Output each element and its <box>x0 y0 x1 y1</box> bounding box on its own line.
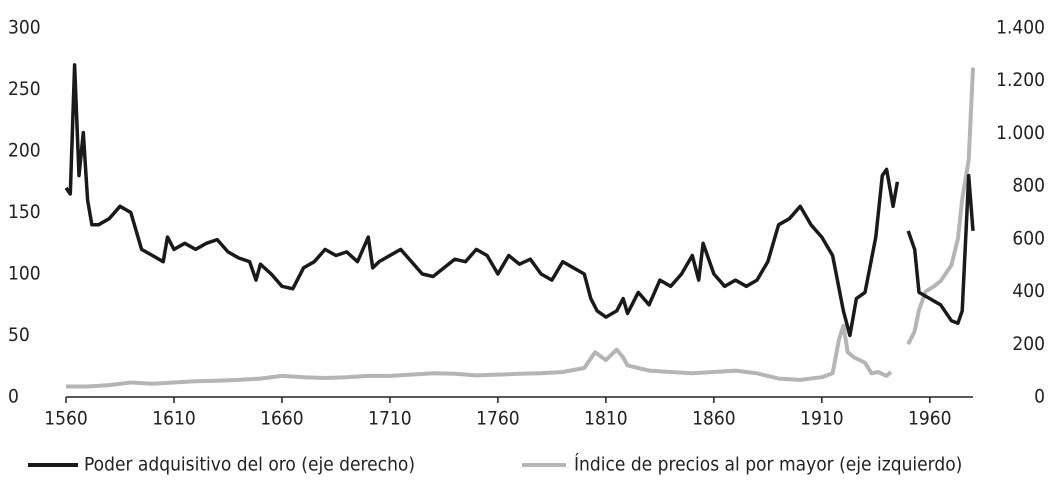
y2-tick-label: 1.000 <box>996 122 1045 144</box>
y2-tick-label: 400 <box>1012 280 1045 302</box>
y-tick-label: 250 <box>8 78 41 100</box>
y2-tick-label: 200 <box>1012 333 1045 355</box>
y-tick-label: 50 <box>8 324 30 346</box>
series-line <box>64 63 975 338</box>
legend-label: Poder adquisitivo del oro (eje derecho) <box>84 454 415 476</box>
y2-tick-label: 0 <box>1034 386 1045 408</box>
y2-tick-label: 800 <box>1012 175 1045 197</box>
y2-tick-label: 600 <box>1012 227 1045 249</box>
x-tick-label: 1560 <box>44 408 88 430</box>
x-tick-label: 1760 <box>476 408 520 430</box>
x-tick-label: 1610 <box>152 408 196 430</box>
y-tick-label: 0 <box>8 386 19 408</box>
x-tick-label: 1810 <box>584 408 628 430</box>
y-tick-label: 300 <box>8 17 41 39</box>
y-tick-label: 200 <box>8 140 41 162</box>
y2-tick-label: 1.400 <box>996 17 1045 39</box>
x-tick-label: 1660 <box>260 408 304 430</box>
x-tick-label: 1710 <box>368 408 412 430</box>
legend-label: Índice de precios al por mayor (eje izqu… <box>574 453 962 476</box>
x-tick-label: 1910 <box>800 408 844 430</box>
y-tick-label: 150 <box>8 201 41 223</box>
y2-tick-label: 1.200 <box>996 69 1045 91</box>
x-tick-label: 1860 <box>692 408 736 430</box>
series-line <box>66 67 975 389</box>
y-tick-label: 100 <box>8 263 41 285</box>
x-tick-label: 1960 <box>908 408 952 430</box>
